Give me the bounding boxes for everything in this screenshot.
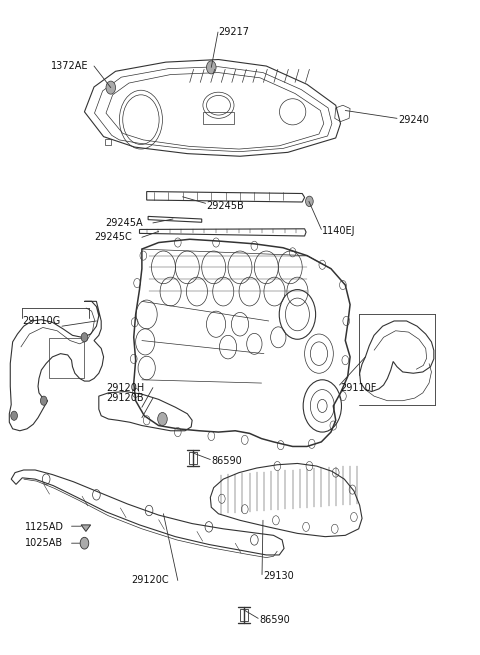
Text: 29130: 29130: [263, 571, 294, 581]
Circle shape: [106, 81, 116, 94]
Text: 1372AE: 1372AE: [51, 61, 88, 71]
Text: 29245B: 29245B: [206, 201, 244, 211]
Text: 86590: 86590: [259, 614, 290, 625]
Text: 29110G: 29110G: [22, 316, 60, 326]
Circle shape: [81, 333, 88, 342]
Polygon shape: [81, 525, 91, 531]
Bar: [48, 338, 84, 379]
Circle shape: [11, 411, 17, 421]
Text: 29245C: 29245C: [94, 233, 132, 242]
Bar: [240, 609, 248, 621]
Bar: [105, 140, 111, 145]
Text: 1125AD: 1125AD: [24, 522, 64, 532]
Text: 29120B: 29120B: [106, 393, 144, 403]
Circle shape: [206, 61, 216, 74]
Circle shape: [80, 537, 89, 549]
Bar: [189, 453, 197, 464]
Text: 29110F: 29110F: [340, 383, 377, 392]
Text: 86590: 86590: [211, 457, 242, 466]
Text: 29240: 29240: [398, 115, 429, 124]
Text: 29217: 29217: [218, 27, 250, 37]
Text: 29245A: 29245A: [105, 218, 143, 228]
Circle shape: [306, 196, 313, 206]
Text: 1025AB: 1025AB: [24, 538, 63, 548]
Circle shape: [157, 413, 167, 426]
Text: 29120C: 29120C: [132, 576, 169, 586]
Text: 29120H: 29120H: [106, 383, 144, 392]
Circle shape: [40, 396, 47, 405]
Bar: [203, 112, 234, 124]
Text: 1140EJ: 1140EJ: [323, 227, 356, 236]
